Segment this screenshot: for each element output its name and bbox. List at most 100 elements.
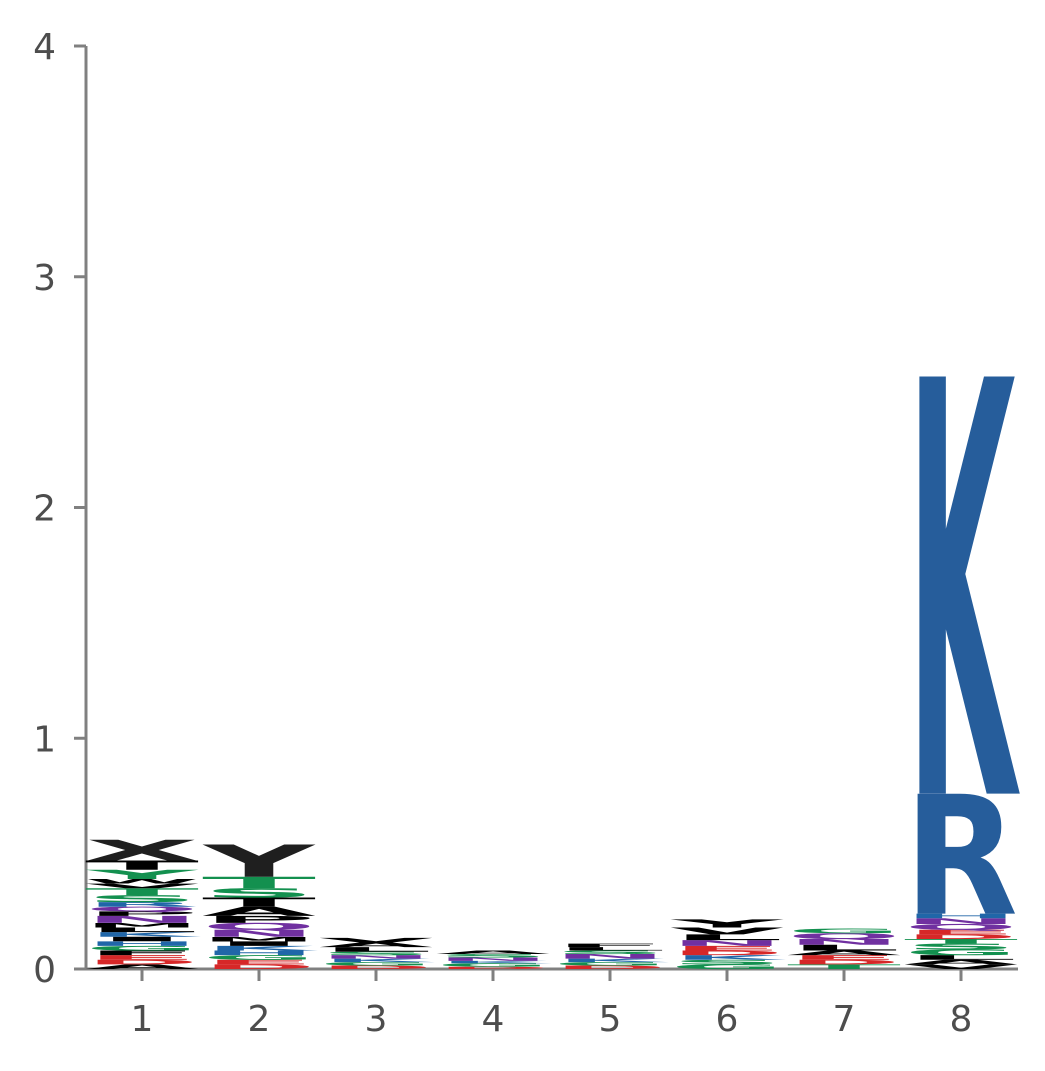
logo-letter: S [85, 893, 199, 904]
logo-letter: V [85, 882, 199, 889]
x-axis: 1 2 3 4 5 6 7 8 [86, 967, 1018, 1040]
y-tick-label: 3 [33, 258, 56, 299]
x-tick-label: 4 [482, 999, 505, 1040]
logo-letter: E [670, 945, 784, 952]
logo-letter: M [202, 936, 316, 943]
x-tick-label: 1 [131, 999, 154, 1040]
x-tick-label: 7 [833, 999, 856, 1040]
logo-letter: K [321, 958, 435, 963]
logo-letter: E [85, 954, 199, 961]
logo-letter: D [436, 966, 550, 970]
logo-letter: G [85, 945, 199, 952]
logo-letter: N [904, 917, 1018, 926]
logo-letter: K [438, 960, 553, 964]
logo-letter: T [85, 858, 199, 873]
logo-letter: I [202, 940, 316, 947]
logo-letter: T [85, 886, 199, 897]
logo-letter: T [202, 895, 316, 910]
logo-letter: G [904, 948, 1018, 957]
logo-letter: P [85, 910, 199, 917]
logo-letter: H [202, 949, 316, 956]
logo-letter: Y [669, 917, 785, 930]
logo-letter: S [904, 942, 1018, 951]
logo-letter: L [319, 946, 433, 953]
logo-letter: Q [85, 906, 199, 913]
logo-letter: F [553, 943, 667, 949]
logo-letter: L [904, 954, 1018, 961]
logo-letter: N [787, 937, 901, 946]
logo-letter: T [202, 874, 316, 892]
logo-letter: D [553, 965, 667, 971]
logo-letter: A [85, 963, 199, 970]
logo-letter: L [85, 926, 199, 933]
logo-letter: G [436, 962, 550, 968]
logo-letter: A [904, 959, 1018, 966]
x-tick-label: 2 [248, 999, 271, 1040]
logo-letter: H [85, 940, 199, 947]
logo-letter: G [319, 961, 433, 967]
logo-letter: Y [201, 836, 316, 887]
logo-letter: K [204, 945, 318, 952]
logo-letter: N [202, 928, 316, 939]
x-tick-label: 5 [599, 999, 622, 1040]
x-tick-label: 6 [716, 999, 739, 1040]
logo-letter: N [553, 953, 667, 960]
logo-letter: A [202, 904, 316, 919]
y-tick-label: 0 [33, 950, 56, 991]
logo-letter: G [787, 927, 901, 934]
logo-letter: E [787, 954, 901, 961]
logo-letter: N [436, 957, 550, 963]
logo-letter: D [85, 959, 199, 966]
logo-letter: V [319, 937, 433, 944]
logo-letter: K [906, 264, 1020, 930]
logo-letter: S [436, 953, 550, 959]
logo-letter: D [670, 949, 784, 956]
logo-letter: P [202, 914, 316, 925]
letter-stacks: ADEFGHIKLMNPQRSTVWYTXDEGHKIMNQPATSTYDGKN… [84, 264, 1021, 971]
y-tick-label: 4 [33, 27, 56, 68]
logo-letter: Q [202, 921, 316, 932]
logo-letter: I [85, 935, 199, 942]
logo-letter: N [319, 954, 433, 960]
logo-letter: H [904, 912, 1018, 919]
logo-letter: F [85, 949, 199, 956]
logo-letter: S [202, 886, 316, 901]
logo-letter: A [319, 941, 433, 948]
logo-letter: Y [84, 867, 200, 882]
y-tick-label: 1 [33, 719, 56, 760]
logo-letter: V [670, 926, 784, 937]
logo-letter: K [555, 958, 669, 963]
logo-letter: V [904, 963, 1018, 970]
logo-letter: G [670, 963, 784, 970]
logo-letter: S [319, 951, 433, 957]
y-axis: 0 1 2 3 4 [33, 27, 88, 991]
logo-letter: D [904, 933, 1018, 940]
logo-letter: N [670, 939, 784, 948]
logo-letter: S [670, 959, 784, 966]
logo-letter: N [85, 914, 199, 925]
logo-letter: T [904, 938, 1018, 945]
logo-letter: E [202, 958, 316, 965]
logo-letter: D [787, 959, 901, 966]
x-tick-label: 8 [950, 999, 973, 1040]
logo-letter: R [904, 761, 1018, 952]
logo-letter: L [670, 933, 784, 942]
logo-letter: A [436, 950, 550, 956]
logo-letter: G [202, 954, 316, 961]
logo-letter: Q [904, 923, 1018, 932]
logo-letter: T [787, 963, 901, 970]
logo-letter: K [87, 931, 201, 938]
y-tick-label: 2 [33, 489, 56, 530]
logo-letter: X [85, 834, 199, 867]
logo-letter: K [672, 954, 786, 961]
logo-letter: E [904, 928, 1018, 935]
